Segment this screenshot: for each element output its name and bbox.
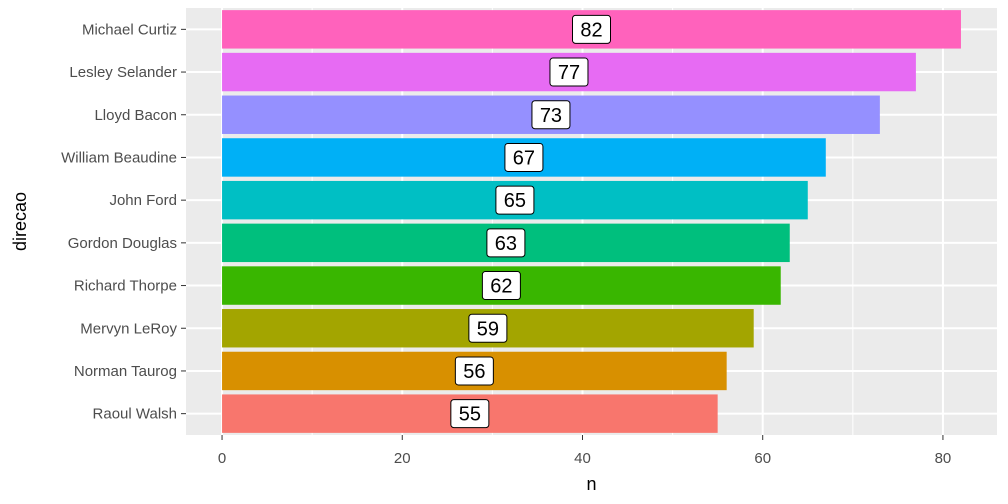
x-tick-label: 60 [754,450,771,467]
data-label: 63 [495,233,517,255]
x-tick-label: 20 [394,450,411,467]
y-axis-title: direcao [10,192,30,251]
data-label: 59 [477,318,499,340]
x-tick-label: 80 [935,450,952,467]
data-label: 65 [504,190,526,212]
y-tick-label: Gordon Douglas [68,235,177,252]
data-label-box [531,100,571,130]
data-label-box [549,57,589,87]
x-tick-label: 0 [218,450,226,467]
data-label: 55 [459,404,481,426]
data-label-box [454,356,494,386]
data-label-box [450,399,490,429]
x-tick-label: 40 [574,450,591,467]
data-label: 77 [558,62,580,84]
y-tick-label: Norman Taurog [74,363,177,380]
data-label-box [495,185,535,215]
x-axis: 0 20 40 60 80 [218,435,951,467]
data-label-box [504,142,544,172]
data-label-box [572,14,611,44]
data-label-box [481,271,521,301]
y-tick-label: Lesley Selander [69,64,177,81]
data-label: 56 [463,361,485,383]
y-tick-label: John Ford [109,192,177,209]
data-label-box [486,228,526,258]
y-tick-label: Michael Curtiz [82,21,177,38]
data-label: 82 [580,19,602,41]
data-label: 67 [513,147,535,169]
y-axis: Raoul Walsh Norman Taurog Mervyn LeRoy Rich… [61,21,186,423]
y-tick-label: Lloyd Bacon [94,107,177,124]
data-label: 62 [490,276,512,298]
x-axis-title: n [586,474,596,494]
y-tick-label: Mervyn LeRoy [80,320,177,337]
y-tick-label: Richard Thorpe [74,278,177,295]
y-tick-label: William Beaudine [61,149,177,166]
data-label: 73 [540,105,562,127]
y-tick-label: Raoul Walsh [93,406,177,423]
data-label-box [468,313,508,343]
